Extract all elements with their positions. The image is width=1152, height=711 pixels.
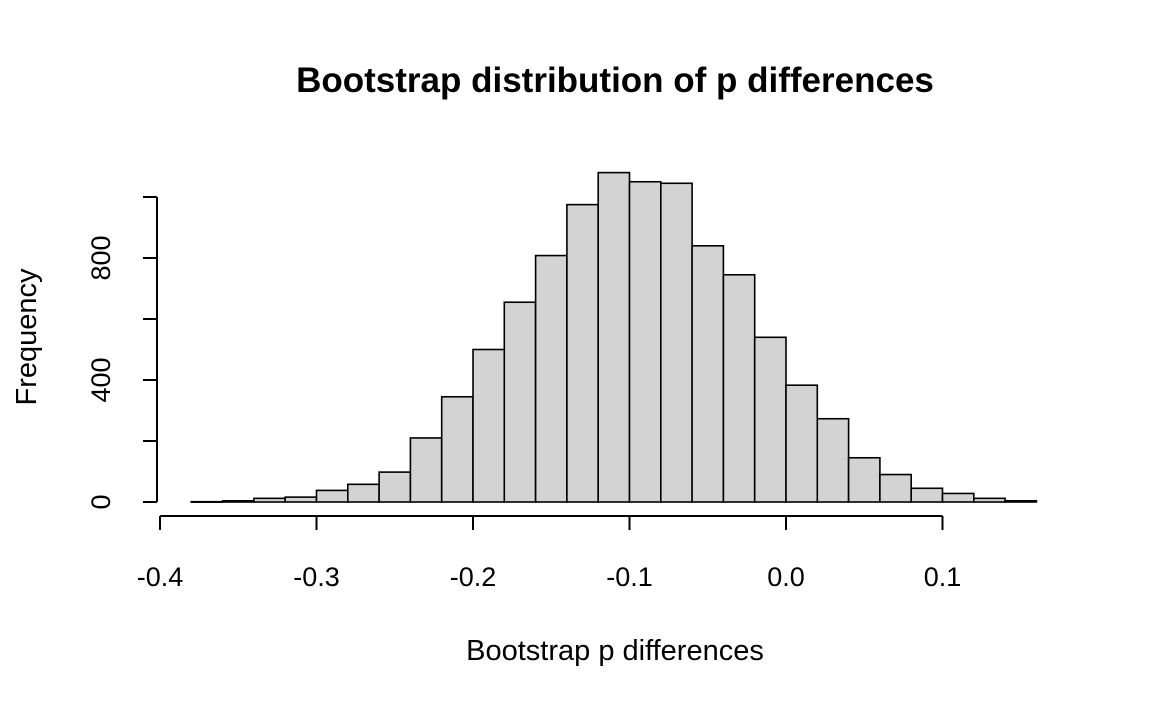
y-tick-label: 0 bbox=[86, 494, 116, 509]
histogram-bar bbox=[409, 437, 443, 503]
histogram-bar bbox=[566, 203, 600, 503]
y-axis: 0 400 800 bbox=[86, 196, 158, 510]
x-tick-label: -0.3 bbox=[293, 562, 340, 592]
histogram-bar bbox=[879, 473, 913, 503]
y-tick-label: 800 bbox=[86, 235, 116, 280]
chart-title: Bootstrap distribution of p differences bbox=[296, 61, 934, 100]
bars-group bbox=[190, 171, 1038, 503]
histogram-bar bbox=[785, 384, 819, 503]
histogram-bar bbox=[972, 497, 1006, 503]
histogram-bar bbox=[816, 417, 850, 503]
histogram-bar bbox=[941, 492, 975, 503]
histogram-bar bbox=[221, 499, 255, 503]
histogram-bar bbox=[378, 471, 412, 503]
histogram-bar bbox=[315, 489, 349, 503]
x-axis: -0.4 -0.3 -0.2 -0.1 0.0 0.1 bbox=[137, 515, 962, 592]
x-axis-label: Bootstrap p differences bbox=[466, 635, 764, 667]
histogram-bar bbox=[753, 336, 787, 503]
histogram-bar bbox=[1004, 499, 1038, 503]
y-tick-label: 400 bbox=[86, 357, 116, 402]
histogram-bar bbox=[659, 182, 693, 503]
histogram-bar bbox=[691, 245, 725, 503]
histogram-bar bbox=[253, 497, 286, 503]
histogram-bar bbox=[503, 301, 537, 503]
histogram-bar bbox=[440, 395, 474, 503]
histogram-bar bbox=[284, 496, 318, 503]
histogram-bar bbox=[722, 273, 756, 503]
histogram-bar bbox=[534, 254, 568, 503]
x-tick-label: 0.0 bbox=[767, 562, 805, 592]
x-tick-label: 0.1 bbox=[924, 562, 962, 592]
histogram-bar bbox=[190, 500, 224, 503]
histogram-bar bbox=[847, 456, 881, 503]
histogram-bar bbox=[346, 483, 380, 503]
histogram-bar bbox=[628, 180, 662, 503]
x-tick-label: -0.2 bbox=[450, 562, 497, 592]
histogram-bar bbox=[910, 487, 944, 503]
x-tick-label: -0.1 bbox=[606, 562, 653, 592]
histogram-bar bbox=[597, 171, 631, 503]
y-axis-label: Frequency bbox=[11, 268, 43, 406]
x-tick-label: -0.4 bbox=[137, 562, 184, 592]
histogram-bar bbox=[472, 348, 506, 503]
